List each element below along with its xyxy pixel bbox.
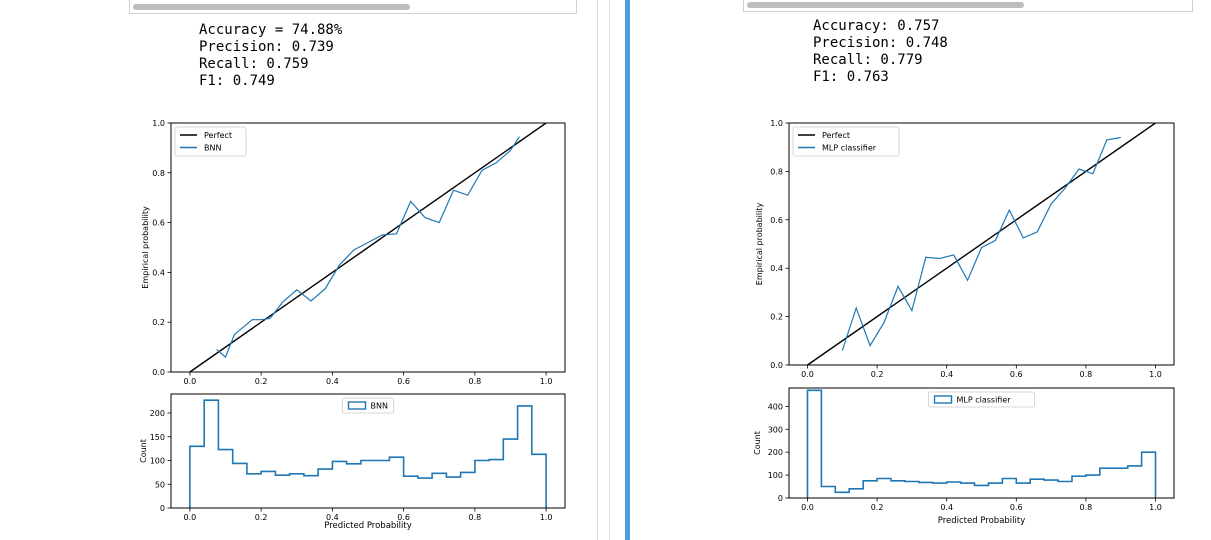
metric-precision: Precision: 0.748 [813, 35, 948, 51]
y-tick-label: 1.0 [152, 119, 165, 128]
legend-box [928, 391, 1035, 408]
cell-border-left [597, 0, 598, 540]
x-tick-label: 0.2 [871, 370, 884, 379]
mlp-calibration-chart: 0.0 0.2 0.4 0.6 0.8 1.0 0.0 0.2 0.4 0.6 0.8 1.0 Empi… [755, 119, 1175, 379]
horizontal-scrollbar-left[interactable] [133, 4, 410, 10]
mlp-histogram-chart: 0.0 0.2 0.4 0.6 0.8 1.0 0 100 200 300 400 Count Pred… [753, 387, 1175, 526]
y-tick-label: 0.0 [770, 361, 783, 370]
legend-label: BNN [371, 402, 388, 411]
x-tick-label: 0.0 [801, 503, 814, 512]
y-axis-label: Empirical probability [755, 203, 764, 286]
series-line-mlp-classifier [841, 136, 1121, 351]
x-tick-label: 0.2 [255, 513, 268, 522]
series-line-perfect [807, 122, 1156, 366]
y-tick-label: 0.8 [770, 167, 783, 176]
bnn-calibration-chart: 0.0 0.2 0.4 0.6 0.8 1.0 0.0 0.2 0.4 0.6 0.8 1.0 Empi… [141, 119, 566, 386]
bnn-histogram-chart: 0.0 0.2 0.4 0.6 0.8 1.0 0 50 100 150 200 Count Predi… [139, 393, 566, 531]
x-tick-label: 0.0 [801, 370, 814, 379]
y-tick-label: 1.0 [770, 119, 783, 128]
bnn-calibration-axes-frame [170, 122, 566, 373]
y-tick-label: 50 [155, 480, 165, 489]
y-tick-label: 0.4 [152, 268, 165, 277]
metric-f1: F1: 0.749 [199, 73, 275, 89]
x-tick-label: 0.2 [255, 377, 268, 386]
y-tick-label: 150 [150, 433, 165, 442]
x-axis-label: Predicted Probability [324, 521, 412, 531]
x-tick-label: 0.8 [468, 377, 481, 386]
y-tick-label: 100 [768, 471, 783, 480]
x-tick-label: 0.4 [940, 370, 953, 379]
x-tick-label: 0.6 [1010, 503, 1023, 512]
y-tick-label: 0.8 [152, 169, 165, 178]
x-tick-label: 0.8 [1080, 370, 1093, 379]
x-tick-label: 0.4 [326, 377, 339, 386]
x-tick-label: 0.0 [184, 513, 197, 522]
y-tick-label: 200 [150, 409, 165, 418]
y-tick-label: 400 [768, 402, 783, 411]
output-scroll-frame-right [743, 0, 1193, 12]
legend: Perfect BNN [174, 126, 247, 157]
metric-f1: F1: 0.763 [813, 69, 889, 85]
x-tick-label: 1.0 [1149, 503, 1162, 512]
metric-precision: Precision: 0.739 [199, 39, 334, 55]
legend-label: Perfect [822, 131, 850, 140]
x-axis-label: Predicted Probability [938, 516, 1026, 526]
y-tick-label: 0.2 [770, 313, 783, 322]
active-cell-indicator [625, 0, 630, 540]
output-scroll-frame-left [129, 0, 577, 14]
y-tick-label: 0 [778, 494, 783, 503]
metrics-output-left: Accuracy = 74.88% Precision: 0.739 Recal… [199, 22, 342, 90]
y-tick-label: 0.6 [152, 219, 165, 228]
cell-border-right [609, 0, 610, 540]
x-tick-label: 0.6 [397, 377, 410, 386]
x-tick-label: 0.2 [871, 503, 884, 512]
y-axis-label: Empirical probability [141, 206, 150, 289]
y-tick-label: 0.0 [152, 368, 165, 377]
y-axis-label: Count [139, 439, 148, 463]
x-tick-label: 0.8 [1080, 503, 1093, 512]
y-tick-label: 0.4 [770, 264, 783, 273]
legend-label: MLP classifier [822, 144, 877, 153]
metric-accuracy: Accuracy: 0.757 [813, 18, 940, 34]
legend-box [174, 126, 247, 157]
legend-label: BNN [204, 144, 221, 153]
x-tick-label: 0.8 [468, 513, 481, 522]
histogram-step-outline [189, 399, 547, 508]
series-line-perfect [189, 122, 547, 373]
y-tick-label: 300 [768, 425, 783, 434]
legend: BNN [342, 397, 394, 414]
y-tick-label: 0.2 [152, 318, 165, 327]
legend-swatch [347, 401, 367, 410]
metric-accuracy: Accuracy = 74.88% [199, 22, 343, 38]
legend-label: Perfect [204, 131, 232, 140]
horizontal-scrollbar-right[interactable] [747, 2, 1024, 8]
x-tick-label: 1.0 [540, 377, 553, 386]
y-axis-label: Count [753, 431, 762, 455]
metric-recall: Recall: 0.759 [199, 56, 309, 72]
series-line-bnn [216, 136, 520, 359]
x-tick-label: 0.4 [326, 513, 339, 522]
x-tick-label: 1.0 [540, 513, 553, 522]
x-tick-label: 0.4 [940, 503, 953, 512]
x-tick-label: 0.0 [184, 377, 197, 386]
y-tick-label: 0 [160, 504, 165, 513]
legend-label: MLP classifier [957, 396, 1012, 405]
y-tick-label: 0.6 [770, 216, 783, 225]
legend: MLP classifier [928, 391, 1035, 408]
y-tick-label: 200 [768, 448, 783, 457]
legend-swatch [933, 395, 953, 404]
y-tick-label: 100 [150, 457, 165, 466]
histogram-step-outline [806, 389, 1157, 498]
x-tick-label: 0.6 [397, 513, 410, 522]
mlp-calibration-axes-frame [788, 122, 1175, 366]
x-tick-label: 0.6 [1010, 370, 1023, 379]
mlp-histogram-axes-frame [788, 387, 1175, 499]
legend-box [792, 126, 900, 157]
metric-recall: Recall: 0.779 [813, 52, 923, 68]
x-tick-label: 1.0 [1149, 370, 1162, 379]
bnn-histogram-axes-frame [170, 393, 566, 509]
legend: Perfect MLP classifier [792, 126, 900, 157]
metrics-output-right: Accuracy: 0.757 Precision: 0.748 Recall:… [813, 18, 948, 86]
